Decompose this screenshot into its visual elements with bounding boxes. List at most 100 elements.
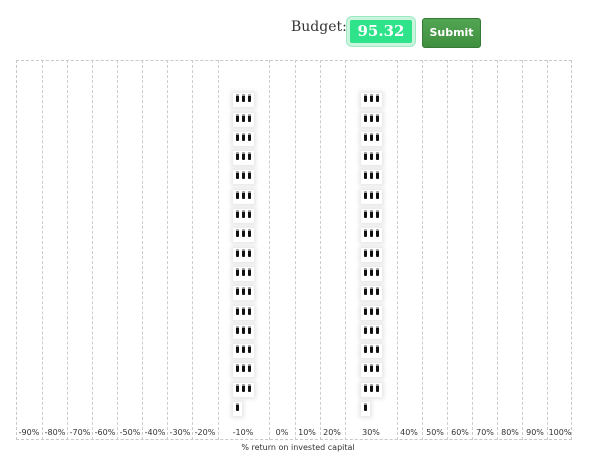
chip-icon[interactable] [364,94,367,103]
chip-icon[interactable] [242,94,245,103]
chip-icon[interactable] [376,94,379,103]
chip-icon[interactable] [370,383,373,392]
chip-icon[interactable] [242,306,245,315]
chip-icon[interactable] [376,383,379,392]
chip-icon[interactable] [248,229,251,238]
chip-row[interactable] [361,247,382,262]
chip-icon[interactable] [242,287,245,296]
chip-icon[interactable] [242,267,245,276]
chip-icon[interactable] [376,325,379,334]
chip-icon[interactable] [370,210,373,218]
chip-icon[interactable] [242,364,245,373]
chip-icon[interactable] [242,325,245,334]
chip-icon[interactable] [242,248,245,257]
chip-row[interactable] [233,112,254,127]
chip-row[interactable] [233,93,254,108]
chip-row[interactable] [233,324,254,339]
chip-icon[interactable] [236,325,239,334]
chip-row[interactable] [361,228,382,243]
chip-icon[interactable] [376,287,379,296]
chip-icon[interactable] [248,248,251,257]
chip-icon[interactable] [376,152,379,161]
chip-row[interactable] [233,228,254,243]
chip-icon[interactable] [370,325,373,334]
chip-icon[interactable] [364,248,367,257]
submit-button[interactable]: Submit [422,18,481,48]
chip-icon[interactable] [376,132,379,141]
chip-row[interactable] [233,305,254,320]
chip-row[interactable] [361,286,382,301]
chip-row[interactable] [233,382,254,397]
chip-icon[interactable] [248,132,251,141]
chip-icon[interactable] [236,190,239,199]
chip-row[interactable] [361,344,382,359]
chip-icon[interactable] [376,306,379,315]
chip-icon[interactable] [242,229,245,238]
chip-icon[interactable] [236,132,239,141]
chip-icon[interactable] [248,171,251,180]
chip-icon[interactable] [248,345,251,354]
chip-icon[interactable] [236,364,239,373]
chip-icon[interactable] [364,325,367,334]
chip-row[interactable] [361,112,382,127]
chip-icon[interactable] [376,267,379,276]
chip-icon[interactable] [242,190,245,199]
chip-icon[interactable] [236,113,239,122]
chip-icon[interactable] [370,229,373,238]
chip-icon[interactable] [248,364,251,373]
chip-icon[interactable] [248,325,251,334]
chip-icon[interactable] [376,171,379,180]
chip-icon[interactable] [370,364,373,373]
chip-icon[interactable] [364,152,367,161]
chip-icon[interactable] [370,152,373,161]
chip-icon[interactable] [248,267,251,276]
chip-row[interactable] [361,151,382,166]
chip-icon[interactable] [248,113,251,122]
chip-icon[interactable] [236,306,239,315]
chip-icon[interactable] [248,287,251,296]
chip-icon[interactable] [242,132,245,141]
chip-icon[interactable] [370,306,373,315]
chip-icon[interactable] [376,364,379,373]
chip-icon[interactable] [242,152,245,161]
chip-icon[interactable] [236,383,239,392]
chip-icon[interactable] [236,171,239,180]
chip-icon[interactable] [370,94,373,103]
chip-icon[interactable] [376,113,379,122]
chip-icon[interactable] [242,210,245,218]
chip-icon[interactable] [236,152,239,161]
chip-icon[interactable] [364,306,367,315]
chip-icon[interactable] [364,403,367,411]
chip-icon[interactable] [248,152,251,161]
chip-row[interactable] [233,131,254,146]
chip-icon[interactable] [248,306,251,315]
chip-icon[interactable] [370,190,373,199]
chip-icon[interactable] [242,383,245,392]
chip-icon[interactable] [370,345,373,354]
chip-icon[interactable] [236,267,239,276]
chip-icon[interactable] [242,345,245,354]
chart-area[interactable] [16,60,572,440]
chip-row[interactable] [361,324,382,339]
chip-icon[interactable] [364,345,367,354]
chip-row[interactable] [233,209,254,223]
chip-row[interactable] [233,189,254,204]
chip-row[interactable] [233,266,254,281]
chip-icon[interactable] [370,287,373,296]
chip-row[interactable] [233,286,254,301]
chip-icon[interactable] [242,171,245,180]
chip-row[interactable] [361,170,382,185]
chip-row[interactable] [361,209,382,223]
chip-icon[interactable] [248,190,251,199]
chip-icon[interactable] [376,190,379,199]
chip-icon[interactable] [242,113,245,122]
chip-icon[interactable] [376,229,379,238]
chip-icon[interactable] [370,171,373,180]
chip-icon[interactable] [248,383,251,392]
chip-icon[interactable] [370,132,373,141]
chip-icon[interactable] [248,210,251,218]
chip-icon[interactable] [364,229,367,238]
chip-icon[interactable] [376,345,379,354]
chip-row[interactable] [361,131,382,146]
chip-icon[interactable] [236,248,239,257]
